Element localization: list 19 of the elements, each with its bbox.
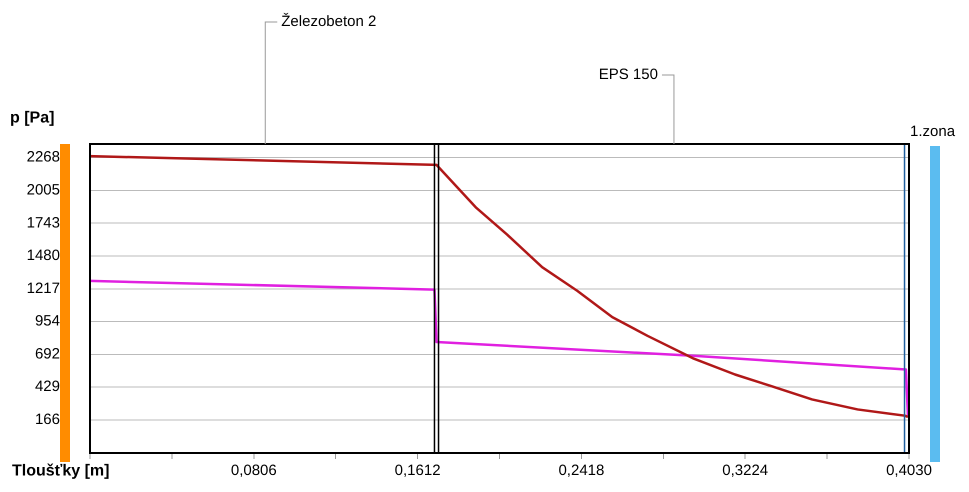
y-axis-title: p [Pa] <box>10 109 54 126</box>
text: 1.zona <box>910 123 956 140</box>
y-tick-label: 692 <box>34 345 60 362</box>
x-axis-title: Tloušťky [m] <box>12 462 110 480</box>
x-tick-label: 0,0806 <box>230 462 277 480</box>
text: Železobeton 2 <box>281 12 376 30</box>
x-tick-label: 0,1612 <box>394 462 441 480</box>
x-tick-label: 0,3224 <box>722 462 768 480</box>
y-tick-label: 429 <box>34 378 60 396</box>
x-tick-label: 0,4030 <box>886 462 932 480</box>
y-tick-label: 166 <box>34 411 60 428</box>
y-tick-label: 1480 <box>26 247 60 264</box>
x-tick-label: 0,2418 <box>558 462 604 480</box>
y-tick-label: 1743 <box>26 214 60 232</box>
y-tick-label: 2005 <box>26 182 60 199</box>
text: EPS 150 <box>598 66 658 84</box>
y-tick-label: 954 <box>34 312 60 330</box>
y-tick-label: 2268 <box>26 148 60 166</box>
y-tick-label: 1217 <box>26 280 60 297</box>
